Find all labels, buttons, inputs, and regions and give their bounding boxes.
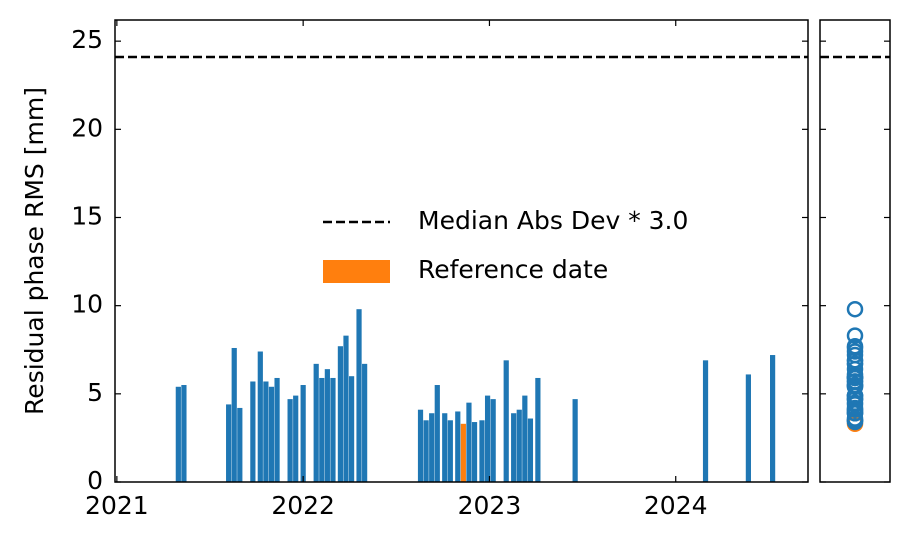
- bar: [572, 399, 578, 482]
- bar: [300, 385, 306, 482]
- y-tick-label: 25: [71, 25, 103, 54]
- bar: [417, 409, 424, 482]
- bar: [181, 385, 187, 482]
- y-tick-label: 15: [71, 201, 103, 230]
- bar: [770, 355, 776, 482]
- bar: [466, 402, 472, 482]
- bar: [479, 420, 485, 482]
- bar: [434, 385, 440, 482]
- bar: [362, 363, 368, 482]
- legend-patch: [323, 260, 390, 283]
- side-point: [846, 390, 864, 408]
- bar: [490, 399, 496, 482]
- side-point: [846, 346, 864, 364]
- bar: [484, 395, 491, 482]
- y-tick-label: 0: [87, 466, 103, 495]
- bar: [447, 420, 453, 482]
- bar: [257, 351, 263, 482]
- bar: [175, 386, 181, 482]
- bar: [702, 360, 709, 482]
- x-tick-label: 2021: [85, 491, 149, 520]
- y-axis-label: Residual phase RMS [mm]: [20, 87, 49, 415]
- bar: [324, 369, 330, 482]
- bar: [337, 346, 344, 482]
- bar: [274, 377, 280, 482]
- bar: [263, 381, 269, 482]
- bar: [250, 381, 256, 482]
- x-tick-label: 2022: [271, 491, 335, 520]
- bar: [503, 360, 509, 482]
- bar: [356, 309, 362, 482]
- bar: [231, 347, 237, 482]
- side-point: [846, 327, 864, 344]
- bar: [287, 399, 293, 482]
- side-point: [846, 410, 864, 427]
- x-tick-label: 2023: [458, 491, 522, 520]
- bar: [226, 404, 232, 482]
- bar: [471, 422, 478, 482]
- y-tick-label: 20: [71, 113, 103, 142]
- bar: [237, 407, 243, 482]
- bar: [511, 413, 517, 482]
- side-point: [846, 300, 864, 318]
- legend-label: Median Abs Dev * 3.0: [418, 206, 688, 235]
- bar: [423, 420, 429, 482]
- bar: [268, 386, 275, 482]
- legend-label: Reference date: [418, 255, 608, 284]
- bar: [516, 409, 522, 482]
- bar: [527, 418, 534, 482]
- bar: [442, 413, 448, 482]
- bar: [535, 377, 541, 482]
- y-tick-label: 5: [87, 378, 103, 407]
- side-frame: [819, 19, 891, 483]
- bar: [455, 411, 461, 482]
- bar: [330, 377, 336, 482]
- side-point: [846, 366, 864, 383]
- bar: [429, 413, 435, 482]
- bar: [460, 423, 466, 482]
- x-tick-label: 2024: [644, 491, 708, 520]
- bar: [293, 395, 299, 482]
- bar: [522, 395, 528, 482]
- bar: [319, 377, 325, 482]
- bar: [348, 376, 355, 482]
- bar: [313, 363, 319, 482]
- y-tick-label: 10: [71, 290, 103, 319]
- axes-frame: [114, 19, 809, 483]
- bar: [343, 335, 349, 482]
- bar: [745, 374, 751, 482]
